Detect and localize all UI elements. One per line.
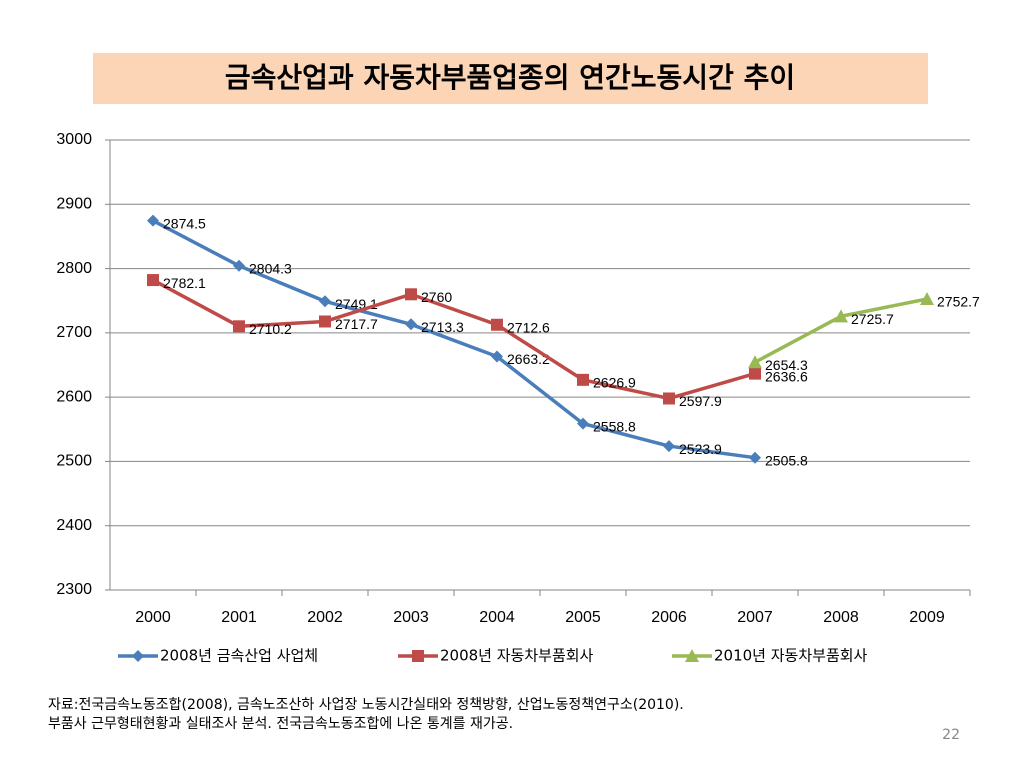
marker bbox=[663, 392, 675, 405]
marker bbox=[920, 291, 934, 305]
series-line bbox=[152, 219, 756, 460]
y-tick-label: 2800 bbox=[56, 260, 92, 277]
y-tick-label: 2500 bbox=[56, 453, 92, 470]
data-label: 2636.6 bbox=[765, 368, 808, 384]
data-label: 2558.8 bbox=[593, 418, 636, 434]
marker bbox=[233, 259, 245, 272]
y-tick-label: 2700 bbox=[56, 324, 92, 341]
series-line bbox=[754, 297, 928, 364]
data-label: 2760 bbox=[421, 289, 452, 305]
data-label: 2712.6 bbox=[507, 319, 550, 335]
data-label: 2663.2 bbox=[507, 351, 550, 367]
marker bbox=[749, 367, 761, 380]
x-tick-label: 2001 bbox=[221, 609, 257, 626]
marker bbox=[748, 355, 762, 369]
data-label: 2713.3 bbox=[421, 319, 464, 335]
data-label: 2505.8 bbox=[765, 452, 808, 468]
x-tick-label: 2006 bbox=[651, 609, 687, 626]
page-number: 22 bbox=[942, 727, 960, 743]
chart-title: 금속산업과 자동차부품업종의 연간노동시간 추이 bbox=[225, 61, 795, 94]
x-tick-label: 2005 bbox=[565, 609, 601, 626]
data-label: 2717.7 bbox=[335, 316, 378, 332]
marker bbox=[491, 350, 503, 363]
marker bbox=[834, 309, 848, 323]
data-label: 2782.1 bbox=[163, 275, 206, 291]
y-tick-label: 2900 bbox=[56, 196, 92, 213]
data-label: 2710.2 bbox=[249, 321, 292, 337]
x-tick-label: 2003 bbox=[393, 609, 429, 626]
source-note: 부품사 근무형태현황과 실태조사 분석. 전국금속노동조합에 나온 통계를 재가… bbox=[48, 716, 513, 732]
source-note: 자료:전국금속노동조합(2008), 금속노조산하 사업장 노동시간실태와 정책… bbox=[48, 697, 684, 713]
x-tick-label: 2007 bbox=[737, 609, 773, 626]
x-tick-label: 2002 bbox=[307, 609, 343, 626]
data-label: 2752.7 bbox=[937, 294, 980, 310]
y-tick-label: 3000 bbox=[56, 131, 92, 148]
marker bbox=[405, 318, 417, 331]
x-tick-label: 2004 bbox=[479, 609, 515, 626]
legend-label: 2010년 자동차부품회사 bbox=[714, 647, 868, 665]
data-label: 2874.5 bbox=[163, 215, 206, 231]
legend-marker bbox=[685, 649, 699, 662]
data-label: 2725.7 bbox=[851, 311, 894, 327]
data-label: 2597.9 bbox=[679, 393, 722, 409]
legend-marker bbox=[132, 650, 144, 662]
marker bbox=[663, 440, 675, 453]
marker bbox=[749, 451, 761, 464]
series-line bbox=[152, 278, 756, 401]
marker bbox=[405, 288, 417, 301]
marker bbox=[233, 320, 245, 333]
y-tick-label: 2600 bbox=[56, 388, 92, 405]
legend-label: 2008년 자동차부품회사 bbox=[440, 647, 594, 665]
marker bbox=[147, 274, 159, 287]
marker bbox=[147, 214, 159, 227]
marker bbox=[319, 295, 331, 308]
legend-label: 2008년 금속산업 사업체 bbox=[160, 647, 318, 665]
marker bbox=[577, 373, 589, 386]
marker bbox=[491, 318, 503, 331]
data-label: 2749.1 bbox=[335, 296, 378, 312]
marker bbox=[319, 315, 331, 328]
x-tick-label: 2008 bbox=[823, 609, 859, 626]
legend-marker bbox=[412, 650, 424, 662]
y-tick-label: 2400 bbox=[56, 517, 92, 534]
data-label: 2523.9 bbox=[679, 441, 722, 457]
title-box bbox=[93, 53, 928, 104]
x-tick-label: 2009 bbox=[909, 609, 945, 626]
marker bbox=[577, 417, 589, 430]
data-label: 2654.3 bbox=[765, 357, 808, 373]
x-tick-label: 2000 bbox=[135, 609, 171, 626]
y-tick-label: 2300 bbox=[56, 581, 92, 598]
data-label: 2626.9 bbox=[593, 375, 636, 391]
data-label: 2804.3 bbox=[249, 261, 292, 277]
